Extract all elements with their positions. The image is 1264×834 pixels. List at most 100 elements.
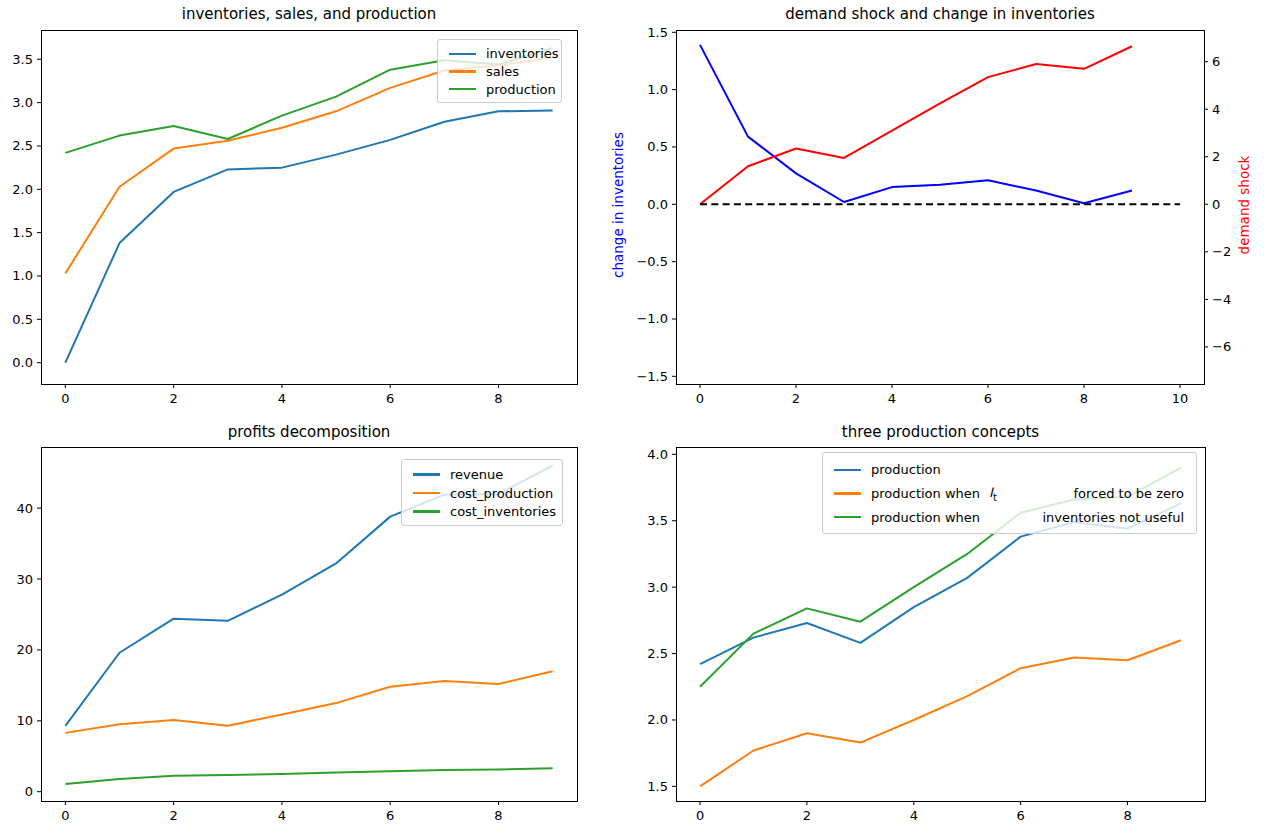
series-line-inventories bbox=[65, 110, 552, 362]
legend-item-cost-inventories: cost_inventories bbox=[413, 502, 554, 521]
series-line-demand-shock bbox=[700, 46, 1132, 204]
legend-label-tail: forced to be zero bbox=[1073, 486, 1188, 501]
matplotlib-figure: 0 2 4 6 8 0.0 0.5 1.0 1.5 2.0 2.5 3.0 3.5 0 2 4 6 8 10 −1.5… bbox=[0, 0, 1264, 834]
y-tick-label: 2.5 bbox=[647, 646, 668, 661]
y-tick-label: 40 bbox=[16, 501, 33, 516]
subplot-title-demand-shock: demand shock and change in inventories bbox=[676, 5, 1204, 23]
y-tick-label: 1.5 bbox=[647, 25, 668, 40]
y-tick-label: 3.5 bbox=[12, 52, 33, 67]
x-tick-label: 4 bbox=[278, 808, 286, 823]
subplot-title-inventories-sales-production: inventories, sales, and production bbox=[41, 5, 577, 23]
y-tick-label: 0.0 bbox=[647, 197, 668, 212]
right-y-tick-label: 4 bbox=[1212, 102, 1220, 117]
x-tick-label: 2 bbox=[792, 391, 800, 406]
legend-item-production: production bbox=[449, 80, 553, 98]
x-tick-label: 8 bbox=[1080, 391, 1088, 406]
legend-label: inventories bbox=[486, 46, 559, 61]
y-tick-label: 1.0 bbox=[12, 268, 33, 283]
legend-swatch bbox=[413, 492, 440, 495]
y-tick-label: −1.5 bbox=[636, 369, 668, 384]
x-tick-label: 6 bbox=[984, 391, 992, 406]
legend-item-production-when-inventories-not-useful: production when inventories not useful bbox=[834, 505, 1188, 529]
x-tick-label: 0 bbox=[696, 391, 704, 406]
y-tick-label: −0.5 bbox=[636, 254, 668, 269]
legend-label: cost_inventories bbox=[450, 504, 556, 519]
legend-swatch bbox=[413, 473, 440, 476]
legend-label: production when bbox=[871, 486, 980, 501]
right-y-tick-label: 0 bbox=[1212, 197, 1220, 212]
subplot-title-three-production-concepts: three production concepts bbox=[676, 423, 1205, 441]
x-tick-label: 6 bbox=[386, 808, 394, 823]
x-tick-label: 0 bbox=[61, 391, 69, 406]
ylabel-demand-shock: demand shock bbox=[1236, 156, 1252, 255]
x-tick-label: 8 bbox=[494, 808, 502, 823]
series-line-change-in-inventories bbox=[700, 45, 1132, 203]
legend-item-sales: sales bbox=[449, 63, 553, 81]
subplot-title-profits-decomposition: profits decomposition bbox=[41, 423, 577, 441]
x-tick-label: 4 bbox=[910, 808, 918, 823]
legend-swatch bbox=[834, 469, 861, 472]
x-tick-label: 2 bbox=[170, 391, 178, 406]
legend-label-tail: inventories not useful bbox=[1042, 510, 1188, 525]
x-tick-label: 10 bbox=[1172, 391, 1189, 406]
y-tick-label: 2.5 bbox=[12, 138, 33, 153]
subplot-demand-shock-change-in-inventories: 0246810−1.5−1.0−0.50.00.51.01.5−6−4−2024… bbox=[636, 25, 1231, 406]
y-tick-label: 0 bbox=[25, 784, 33, 799]
legend-profits-decomposition: revenue cost_production cost_inventories bbox=[401, 459, 563, 526]
ylabel-change-in-inventories: change in inventories bbox=[610, 132, 626, 278]
plots-canvas: 0 2 4 6 8 0.0 0.5 1.0 1.5 2.0 2.5 3.0 3.5 0 2 4 6 8 10 −1.5… bbox=[0, 0, 1264, 834]
y-tick-label: 3.5 bbox=[647, 513, 668, 528]
legend-label: cost_production bbox=[450, 486, 553, 501]
right-y-tick-label: 6 bbox=[1212, 54, 1220, 69]
x-tick-label: 4 bbox=[278, 391, 286, 406]
legend-swatch bbox=[413, 510, 440, 513]
right-y-tick-label: −2 bbox=[1212, 244, 1231, 259]
x-tick-label: 2 bbox=[803, 808, 811, 823]
axes-spines bbox=[676, 30, 1204, 384]
legend-math-symbol: It bbox=[989, 485, 997, 503]
x-tick-label: 6 bbox=[1017, 808, 1025, 823]
y-tick-label: 2.0 bbox=[647, 712, 668, 727]
x-tick-label: 8 bbox=[494, 391, 502, 406]
y-tick-label: 20 bbox=[16, 642, 33, 657]
legend-label: production bbox=[486, 82, 556, 97]
y-tick-label: −1.0 bbox=[636, 311, 668, 326]
x-tick-label: 2 bbox=[170, 808, 178, 823]
legend-label: sales bbox=[486, 64, 519, 79]
legend-swatch bbox=[834, 492, 861, 495]
legend-label: production bbox=[871, 462, 941, 477]
y-tick-label: 1.0 bbox=[647, 82, 668, 97]
legend-swatch bbox=[449, 53, 476, 56]
legend-item-production: production bbox=[834, 458, 1188, 482]
y-tick-label: 4.0 bbox=[647, 447, 668, 462]
y-tick-label: 10 bbox=[16, 713, 33, 728]
legend-item-cost-production: cost_production bbox=[413, 484, 554, 503]
legend-three-production-concepts: production production when It forced to be … bbox=[822, 452, 1197, 534]
legend-label: revenue bbox=[450, 467, 503, 482]
legend-item-inventories: inventories bbox=[449, 45, 553, 63]
right-y-tick-label: −4 bbox=[1212, 292, 1231, 307]
legend-swatch bbox=[449, 70, 476, 73]
y-tick-label: 3.0 bbox=[12, 95, 33, 110]
y-tick-label: 0.0 bbox=[12, 355, 33, 370]
legend-swatch bbox=[449, 88, 476, 91]
x-tick-label: 0 bbox=[61, 808, 69, 823]
y-tick-label: 3.0 bbox=[647, 580, 668, 595]
legend-inventories-sales-production: inventoriessalesproduction bbox=[437, 39, 562, 103]
legend-item-production-when-forced-to-be-zero: production when It forced to be zero bbox=[834, 482, 1188, 506]
right-y-tick-label: 2 bbox=[1212, 149, 1220, 164]
series-line-production-when-i-t-forced-to-be-zero bbox=[700, 640, 1181, 786]
y-tick-label: 1.5 bbox=[647, 779, 668, 794]
series-line-cost-production bbox=[65, 671, 552, 733]
legend-item-revenue: revenue bbox=[413, 465, 554, 484]
legend-label: production when bbox=[871, 510, 980, 525]
x-tick-label: 8 bbox=[1123, 808, 1131, 823]
series-line-cost-inventories bbox=[65, 768, 552, 784]
legend-swatch bbox=[834, 516, 861, 519]
y-tick-label: 0.5 bbox=[12, 312, 33, 327]
y-tick-label: 1.5 bbox=[12, 225, 33, 240]
x-tick-label: 6 bbox=[386, 391, 394, 406]
y-tick-label: 2.0 bbox=[12, 182, 33, 197]
y-tick-label: 30 bbox=[16, 572, 33, 587]
right-y-tick-label: −6 bbox=[1212, 339, 1231, 354]
